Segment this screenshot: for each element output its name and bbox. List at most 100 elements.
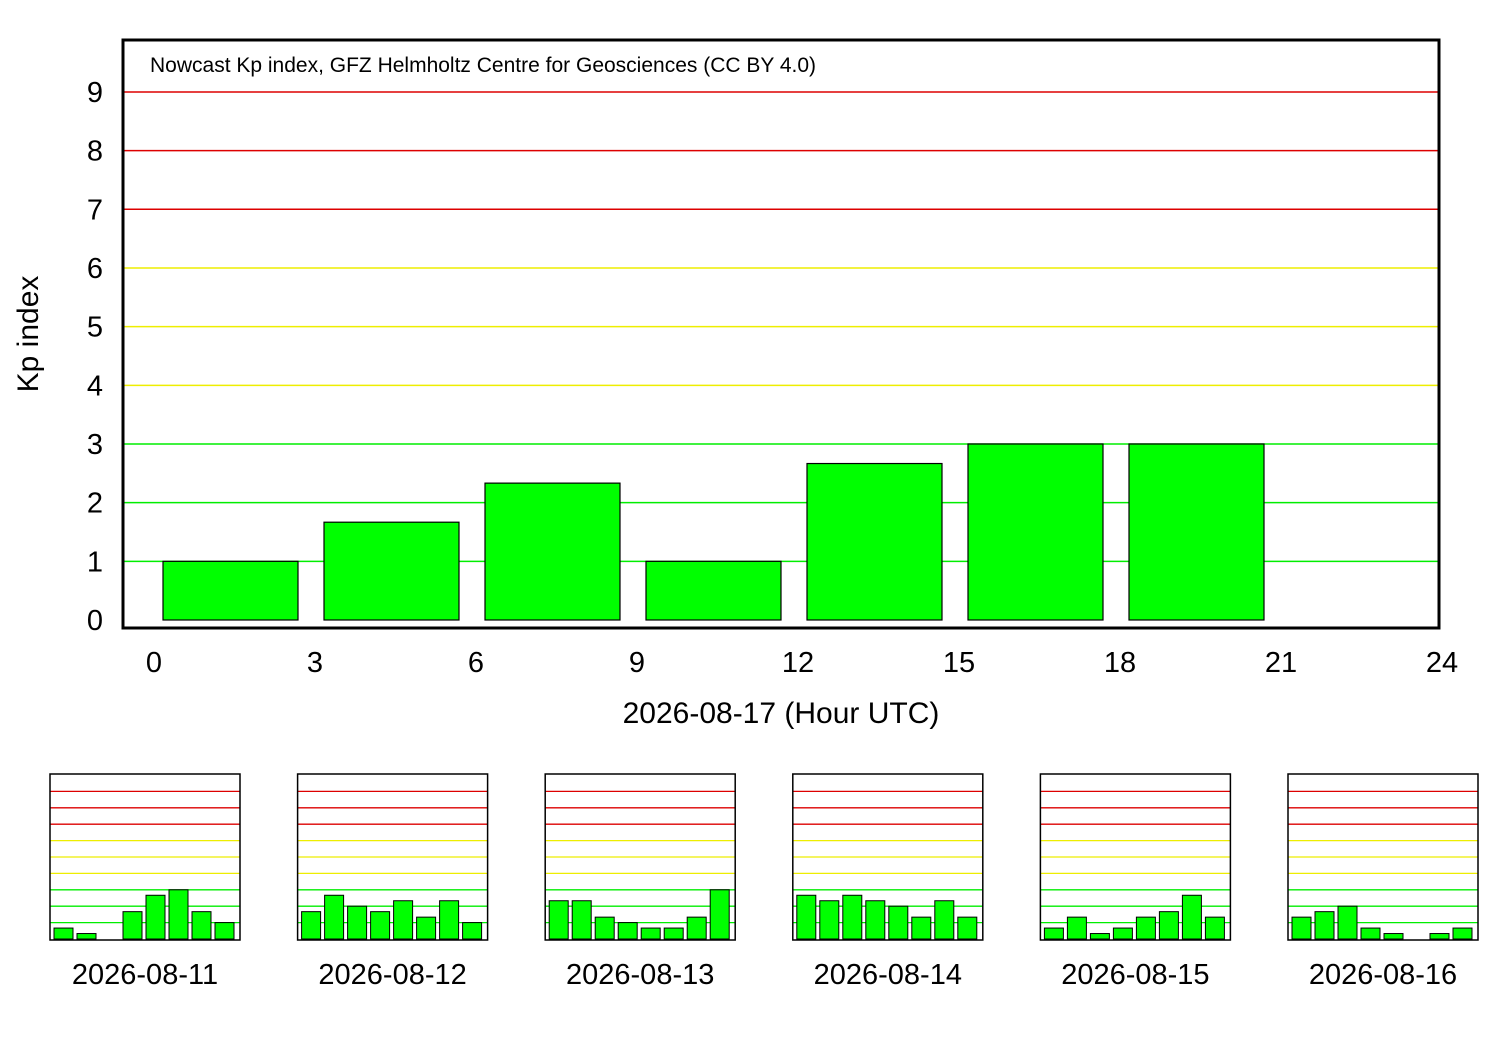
mini-bar-5 <box>1158 911 1179 940</box>
mini-frame <box>296 773 489 941</box>
mini-bar-7 <box>1452 927 1473 940</box>
y-tick-8: 8 <box>87 136 103 168</box>
mini-bar-4 <box>145 894 166 940</box>
mini-bar-7 <box>957 916 978 940</box>
mini-bar-3 <box>617 922 638 940</box>
mini-bar-0 <box>548 900 569 940</box>
kp-bar-3-6 <box>323 521 460 621</box>
mini-date-label: 2026-08-11 <box>72 959 218 991</box>
mini-bar-6 <box>934 900 955 940</box>
mini-bar-6 <box>686 916 707 940</box>
y-tick-3: 3 <box>87 429 103 461</box>
mini-bar-4 <box>640 927 661 940</box>
main-grid <box>123 91 1439 563</box>
mini-bar-6 <box>439 900 460 940</box>
mini-bar-4 <box>393 900 414 940</box>
mini-bar-3 <box>865 900 886 940</box>
mini-bar-0 <box>301 911 322 940</box>
mini-bar-3 <box>1360 927 1381 940</box>
mini-bar-3 <box>1112 927 1133 940</box>
mini-date-label: 2026-08-16 <box>1309 959 1457 991</box>
mini-bar-0 <box>796 894 817 940</box>
y-tick-2: 2 <box>87 488 103 520</box>
main-plot-frame <box>121 38 1441 630</box>
mini-bar-0 <box>53 927 74 940</box>
mini-chart-2026-08-13: 2026-08-13 <box>544 773 736 991</box>
mini-bar-5 <box>911 916 932 940</box>
mini-bar-2 <box>1089 933 1110 940</box>
mini-bar-6 <box>1429 933 1450 940</box>
mini-bar-2 <box>842 894 863 940</box>
x-axis-label: 2026-08-17 (Hour UTC) <box>623 697 940 730</box>
mini-frame <box>49 773 241 941</box>
x-tick-labels: 0 3 6 9 12 15 18 21 24 <box>146 647 1458 679</box>
kp-bar-9-12 <box>645 560 782 621</box>
mini-bar-2 <box>347 905 368 940</box>
mini-chart-2026-08-16: 2026-08-16 <box>1287 773 1479 991</box>
mini-bar-1 <box>1066 916 1087 940</box>
mini-bar-5 <box>663 927 684 940</box>
x-tick-0: 0 <box>146 647 162 679</box>
mini-date-label: 2026-08-14 <box>814 959 962 991</box>
mini-frame <box>544 773 736 941</box>
y-tick-5: 5 <box>87 312 103 344</box>
x-tick-9: 9 <box>629 647 645 679</box>
mini-bar-3 <box>122 911 143 940</box>
mini-date-label: 2026-08-15 <box>1061 959 1209 991</box>
mini-bar-1 <box>324 894 345 940</box>
mini-chart-2026-08-15: 2026-08-15 <box>1039 773 1232 991</box>
kp-bar-18-21 <box>1128 443 1265 621</box>
mini-bar-7 <box>1204 916 1225 940</box>
mini-bar-5 <box>416 916 437 940</box>
kp-bar-6-9 <box>484 482 621 621</box>
y-axis-label: Kp index <box>12 276 45 393</box>
mini-bar-4 <box>888 905 909 940</box>
y-tick-6: 6 <box>87 253 103 285</box>
mini-frame <box>792 773 984 941</box>
mini-frame <box>1287 773 1479 941</box>
main-bars <box>162 443 1265 621</box>
chart-annotation: Nowcast Kp index, GFZ Helmholtz Centre f… <box>150 54 816 77</box>
y-tick-4: 4 <box>87 370 103 402</box>
y-tick-9: 9 <box>87 77 103 109</box>
mini-bar-1 <box>76 933 97 940</box>
mini-bar-0 <box>1043 927 1064 940</box>
y-tick-0: 0 <box>87 605 103 637</box>
x-tick-15: 15 <box>943 647 975 679</box>
x-tick-21: 21 <box>1265 647 1297 679</box>
mini-chart-2026-08-14: 2026-08-14 <box>792 773 984 991</box>
mini-bar-7 <box>709 889 730 940</box>
mini-bar-6 <box>1181 894 1202 940</box>
mini-bar-7 <box>214 922 235 940</box>
x-tick-3: 3 <box>307 647 323 679</box>
mini-bar-4 <box>1383 933 1404 940</box>
y-tick-7: 7 <box>87 194 103 226</box>
mini-chart-2026-08-12: 2026-08-12 <box>296 773 489 991</box>
mini-date-label: 2026-08-13 <box>566 959 714 991</box>
mini-bar-5 <box>168 889 189 940</box>
kp-bar-0-3 <box>162 560 299 621</box>
y-tick-1: 1 <box>87 546 103 578</box>
kp-bar-15-18 <box>967 443 1104 621</box>
mini-bar-2 <box>594 916 615 940</box>
mini-bar-1 <box>571 900 592 940</box>
mini-date-label: 2026-08-12 <box>318 959 466 991</box>
mini-bar-6 <box>191 911 212 940</box>
mini-bar-2 <box>1337 905 1358 940</box>
mini-bar-0 <box>1291 916 1312 940</box>
mini-bar-1 <box>1314 911 1335 940</box>
previous-days-panels: 2026-08-11 2026-08-12 2026-08-13 2026-08-14… <box>49 773 1479 991</box>
mini-chart-2026-08-11: 2026-08-11 <box>49 773 241 991</box>
kp-bar-12-15 <box>806 462 943 621</box>
x-tick-18: 18 <box>1104 647 1136 679</box>
x-tick-6: 6 <box>468 647 484 679</box>
mini-bar-7 <box>462 922 483 940</box>
x-tick-12: 12 <box>782 647 814 679</box>
x-tick-24: 24 <box>1426 647 1458 679</box>
mini-bar-1 <box>819 900 840 940</box>
mini-bar-3 <box>370 911 391 940</box>
y-tick-labels: 0 1 2 3 4 5 6 7 8 9 <box>87 77 103 637</box>
mini-frame <box>1039 773 1232 941</box>
mini-bar-4 <box>1135 916 1156 940</box>
